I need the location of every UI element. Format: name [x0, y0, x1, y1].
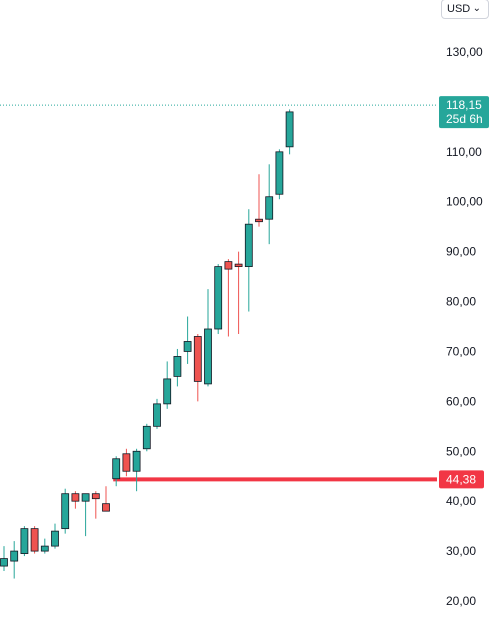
- candle: [81, 493, 90, 537]
- chevron-down-icon: ⌄: [472, 3, 481, 14]
- candle: [132, 448, 141, 492]
- candle: [285, 109, 294, 155]
- candle-body: [0, 558, 8, 567]
- candle: [91, 491, 100, 519]
- candle: [255, 174, 263, 227]
- y-tick-label: 50,00: [446, 444, 476, 458]
- candle: [275, 149, 284, 200]
- last-price-countdown: 25d 6h: [446, 112, 483, 126]
- y-tick-label: 90,00: [446, 245, 476, 259]
- candle-body: [30, 528, 39, 552]
- candle: [173, 348, 182, 387]
- candle-body: [142, 425, 151, 450]
- y-tick-label: 40,00: [446, 494, 476, 508]
- horizontal-line-badge: [439, 470, 484, 489]
- candle-body: [61, 493, 70, 530]
- candle: [214, 264, 223, 334]
- candle: [51, 523, 59, 549]
- candle: [163, 361, 172, 409]
- candle: [142, 423, 151, 452]
- candle-body: [183, 341, 192, 352]
- candle-body: [102, 503, 110, 512]
- currency-label: USD: [447, 3, 471, 15]
- y-tick-label: 20,00: [446, 594, 476, 608]
- candle-body: [163, 378, 172, 405]
- candles-layer: [0, 109, 294, 579]
- candle: [20, 526, 29, 557]
- candle-body: [244, 223, 253, 268]
- candle-body: [204, 328, 212, 385]
- y-tick-label: 130,00: [446, 45, 483, 59]
- candle: [0, 546, 8, 572]
- y-tick-label: 70,00: [446, 344, 476, 358]
- candle-body: [153, 403, 161, 427]
- candle-body: [193, 336, 202, 382]
- candle: [153, 398, 161, 429]
- candle: [122, 448, 131, 477]
- y-tick-label: 60,00: [446, 394, 476, 408]
- candle: [193, 333, 202, 402]
- candle-body: [122, 453, 131, 472]
- candle: [10, 541, 19, 579]
- candle-body: [265, 196, 274, 220]
- candle-body: [71, 493, 80, 502]
- candle: [224, 259, 233, 337]
- last-price-value: 118,15: [446, 98, 482, 112]
- candle-body: [132, 450, 141, 472]
- candle: [244, 209, 253, 312]
- y-tick-label: 30,00: [446, 544, 476, 558]
- horizontal-line-value: 44,38: [446, 472, 476, 486]
- candle: [102, 486, 110, 512]
- last-price-badge: [439, 96, 489, 129]
- candle: [40, 538, 49, 554]
- candle-body: [234, 263, 243, 268]
- price-axis[interactable]: 130,00120,00110,00100,0090,0080,0070,006…: [446, 45, 483, 608]
- candle: [71, 491, 80, 509]
- candle-body: [224, 261, 233, 270]
- candle-body: [214, 266, 223, 330]
- candle: [61, 488, 70, 534]
- candle-body: [112, 458, 121, 480]
- candle-body: [10, 550, 19, 562]
- candle-body: [255, 218, 263, 223]
- candle: [234, 251, 243, 334]
- candle-body: [20, 528, 29, 554]
- candle: [183, 316, 192, 364]
- y-tick-label: 80,00: [446, 295, 476, 309]
- candle-body: [275, 151, 284, 195]
- candle-body: [173, 356, 182, 377]
- currency-selector[interactable]: USD ⌄: [441, 0, 489, 19]
- candle: [112, 456, 121, 487]
- y-tick-label: 110,00: [446, 145, 482, 159]
- candle-body: [40, 545, 49, 552]
- candle-body: [91, 493, 100, 500]
- candle-body: [285, 111, 294, 148]
- candle: [30, 526, 39, 554]
- candle: [265, 164, 274, 245]
- candle-body: [51, 530, 59, 547]
- candle: [204, 289, 212, 387]
- candle-body: [81, 493, 90, 502]
- y-tick-label: 100,00: [446, 195, 483, 209]
